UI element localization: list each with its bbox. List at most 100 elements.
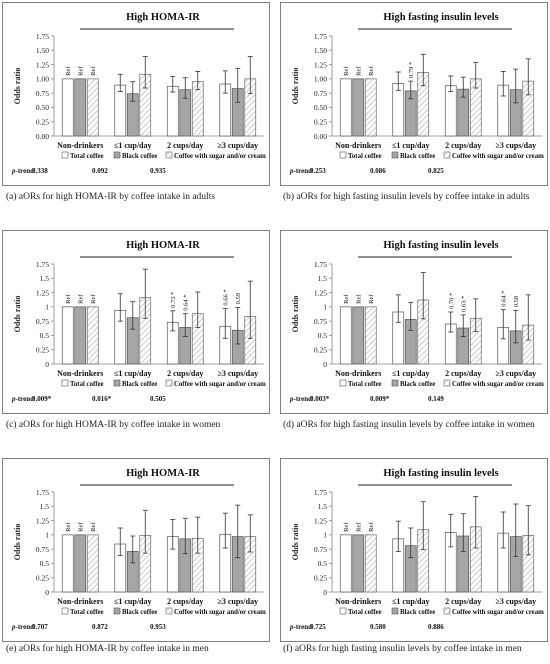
chart-svg: High HOMA-IR 0 0.25 0.5 0.75 1 1.25 1.5 1.75 Odds…: [2, 230, 270, 414]
y-axis-label: Odds ratio: [13, 296, 22, 333]
x-tick-label: ≤1 cup/day: [114, 141, 152, 150]
caption-e: (e) aORs for high HOMA-IR by coffee inta…: [6, 644, 209, 654]
data-label: 0.79 *: [408, 62, 415, 78]
panel-f: High fasting insulin levels 0 0.25 0.5 0.75 1…: [280, 458, 548, 642]
ptrend-value: 0.092: [92, 167, 108, 175]
chart-title: High HOMA-IR: [126, 240, 200, 251]
y-tick-label: 0.75: [36, 545, 49, 554]
legend-swatch: [339, 379, 347, 387]
chart-title: High fasting insulin levels: [383, 240, 498, 251]
legend-swatch: [61, 151, 69, 159]
legend-label: Total coffee: [70, 381, 104, 388]
y-axis-label: Odds ratio: [291, 524, 300, 561]
caption-f: (f) aORs for high fasting insulin levels…: [283, 644, 522, 654]
ptrend-value: 0.003*: [310, 395, 330, 403]
y-tick-label: 1.5: [40, 502, 50, 511]
y-tick-label: 0.25: [314, 574, 327, 583]
ptrend-label: p-trend: [289, 623, 312, 631]
y-tick-label: 1.75: [36, 260, 49, 269]
legend-label: Black coffee: [122, 381, 157, 388]
y-tick-label: 1: [323, 531, 327, 540]
y-tick-label: 1.25: [314, 60, 327, 69]
bar: [86, 78, 99, 137]
chart-title: High fasting insulin levels: [383, 468, 498, 479]
bar: [364, 78, 377, 137]
y-tick-label: 0.25: [36, 574, 49, 583]
legend-swatch: [391, 379, 399, 387]
data-label: Ref: [65, 294, 72, 304]
data-label: Ref: [65, 66, 72, 76]
y-axis-label: Odds ratio: [13, 68, 22, 105]
y-axis-label: Odds ratio: [13, 524, 22, 561]
legend-label: Total coffee: [348, 381, 382, 388]
bar: [352, 306, 365, 365]
bar: [339, 534, 352, 593]
bar: [339, 306, 352, 365]
data-label: 0.59: [235, 293, 242, 304]
y-tick-label: 0: [323, 588, 327, 597]
x-tick-label: ≥3 cups/day: [217, 597, 258, 606]
data-label: Ref: [343, 522, 350, 532]
y-tick-label: 0.5: [318, 331, 328, 340]
chart-svg: High fasting insulin levels 0 0.25 0.5 0.75 1…: [280, 458, 548, 642]
data-label: Ref: [356, 522, 363, 532]
bar: [352, 534, 365, 593]
data-label: 0.70 *: [448, 293, 455, 309]
y-tick-label: 0.5: [40, 559, 50, 568]
ptrend-label: p-trend: [289, 167, 312, 175]
caption-d: (d) aORs for high fasting insulin levels…: [283, 420, 535, 430]
y-tick-label: 1.5: [318, 274, 328, 283]
chart-title: High fasting insulin levels: [383, 12, 498, 23]
y-axis-label: Odds ratio: [291, 68, 300, 105]
x-tick-label: Non-drinkers: [57, 597, 103, 606]
x-tick-label: ≥3 cups/day: [495, 597, 536, 606]
panel-b: High fasting insulin levels 0.00 0.25 0.50 0…: [280, 2, 548, 186]
bar: [392, 83, 405, 137]
legend-label: Black coffee: [400, 609, 435, 616]
data-label: Ref: [90, 66, 97, 76]
y-tick-label: 0.75: [314, 545, 327, 554]
y-tick-label: 0.75: [36, 89, 49, 98]
y-tick-label: 1.75: [314, 260, 327, 269]
bar: [339, 78, 352, 137]
y-tick-label: 1.25: [36, 516, 49, 525]
ptrend-label: p-trend: [289, 395, 312, 403]
legend-swatch: [113, 151, 121, 159]
y-tick-label: 0.50: [36, 103, 49, 112]
chart-title: High HOMA-IR: [126, 468, 200, 479]
y-tick-label: 1: [45, 303, 49, 312]
y-tick-label: 0: [45, 588, 49, 597]
y-tick-label: 0.00: [36, 132, 49, 141]
y-tick-label: 1.5: [40, 274, 50, 283]
data-label: Ref: [368, 522, 375, 532]
ptrend-label: p-trend: [11, 167, 34, 175]
chart-svg: High HOMA-IR 0.00 0.25 0.50 0.75 1.00 1.25 1.50…: [2, 2, 270, 186]
x-tick-label: 2 cups/day: [445, 141, 481, 150]
x-tick-label: 2 cups/day: [445, 597, 481, 606]
y-tick-label: 1.00: [314, 75, 327, 84]
bar: [364, 306, 377, 365]
legend-swatch: [339, 607, 347, 615]
bar: [61, 78, 74, 137]
ptrend-value: 0.935: [150, 167, 166, 175]
y-tick-label: 0.25: [36, 118, 49, 127]
x-tick-label: 2 cups/day: [167, 369, 203, 378]
legend-label: Coffee with sugar and/or cream: [174, 381, 266, 388]
y-tick-label: 1.75: [36, 488, 49, 497]
data-label: Ref: [90, 522, 97, 532]
ptrend-value: 0.016*: [92, 395, 112, 403]
y-tick-label: 1: [45, 531, 49, 540]
ptrend-value: 0.086: [370, 167, 386, 175]
y-tick-label: 0.75: [314, 89, 327, 98]
ptrend-label: p-trend: [11, 395, 34, 403]
legend-swatch: [165, 151, 173, 159]
legend-label: Coffee with sugar and/or cream: [452, 609, 544, 616]
y-tick-label: 1.50: [314, 46, 327, 55]
bar: [61, 534, 74, 593]
x-tick-label: Non-drinkers: [335, 369, 381, 378]
x-tick-label: ≤1 cup/day: [114, 597, 152, 606]
y-tick-label: 1.75: [314, 488, 327, 497]
bar: [86, 306, 99, 365]
ptrend-value: 0.009*: [370, 395, 390, 403]
